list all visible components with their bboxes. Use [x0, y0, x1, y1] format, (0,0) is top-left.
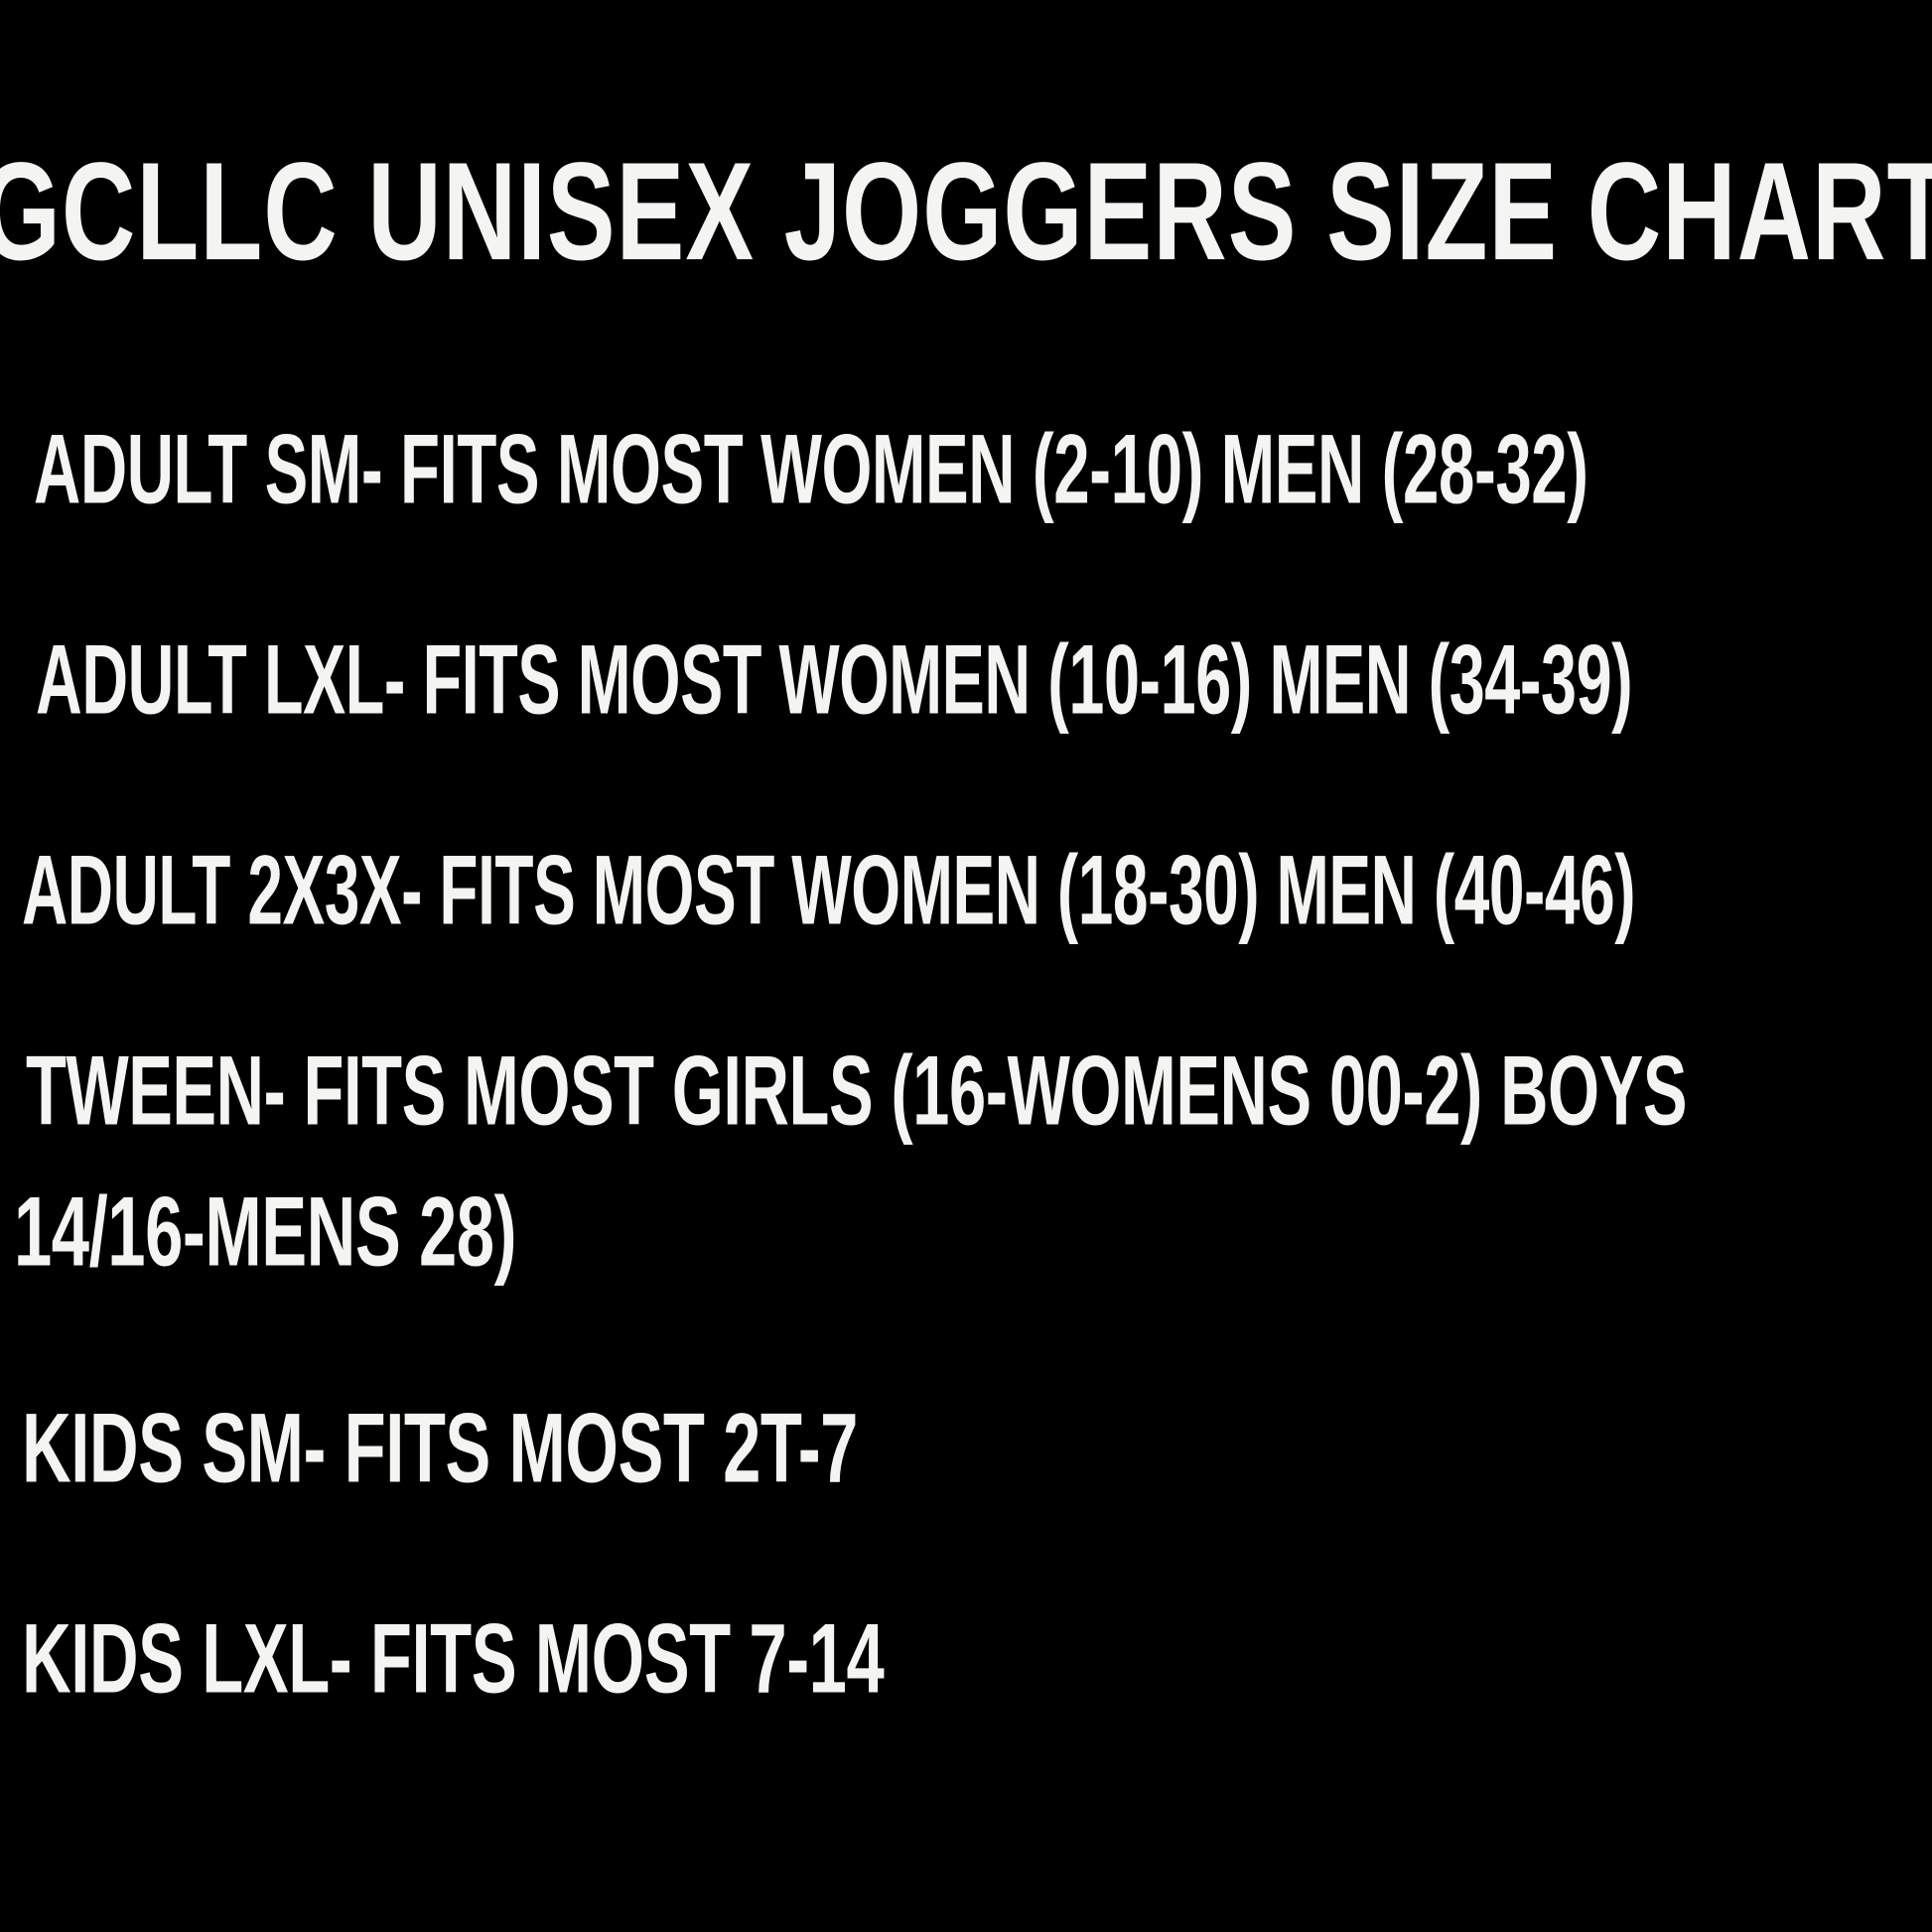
page-title: GCLLC UNISEX JOGGERS SIZE CHART — [0, 132, 1932, 289]
size-line-text-continued: 14/16-MENS 28) — [14, 1175, 517, 1287]
size-line-kids-lxl: KIDS LXL- FITS MOST 7-14 — [0, 1567, 1932, 1777]
title-block: GCLLC UNISEX JOGGERS SIZE CHART — [0, 141, 1932, 280]
size-line-text: ADULT LXL- FITS MOST WOMEN (10-16) MEN (… — [36, 623, 1633, 735]
size-line-adult-lxl: ADULT LXL- FITS MOST WOMEN (10-16) MEN (… — [0, 588, 1932, 798]
size-line-text: KIDS SM- FITS MOST 2T-7 — [22, 1392, 858, 1503]
size-line-text: ADULT 2X3X- FITS MOST WOMEN (18-30) MEN … — [22, 834, 1636, 945]
size-line-adult-sm: ADULT SM- FITS MOST WOMEN (2-10) MEN (28… — [0, 377, 1932, 588]
size-lines-list: ADULT SM- FITS MOST WOMEN (2-10) MEN (28… — [0, 377, 1932, 1777]
size-line-text: ADULT SM- FITS MOST WOMEN (2-10) MEN (28… — [34, 413, 1588, 524]
size-line-kids-sm: KIDS SM- FITS MOST 2T-7 — [0, 1356, 1932, 1567]
size-line-text: KIDS LXL- FITS MOST 7-14 — [22, 1602, 885, 1714]
size-line-tween: TWEEN- FITS MOST GIRLS (16-WOMENS 00-2) … — [0, 1009, 1932, 1356]
size-line-text-primary: TWEEN- FITS MOST GIRLS (16-WOMENS 00-2) … — [26, 1035, 1688, 1146]
size-line-adult-2x3x: ADULT 2X3X- FITS MOST WOMEN (18-30) MEN … — [0, 798, 1932, 1009]
